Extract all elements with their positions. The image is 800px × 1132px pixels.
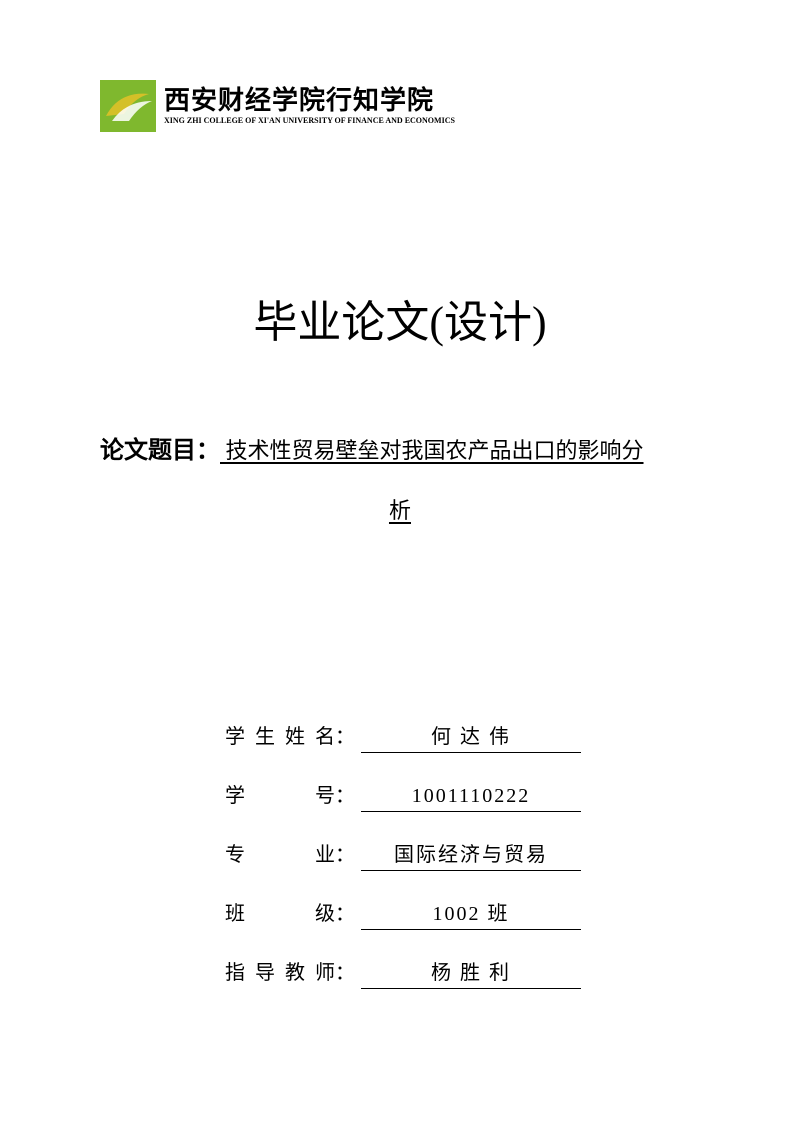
info-row-id: 学 号 ： 1001110222 (225, 779, 581, 812)
thesis-title-label: 论文题目： (100, 437, 220, 464)
thesis-title-line1: 论文题目： 技术性贸易壁垒对我国农产品出口的影响分 (100, 430, 700, 465)
info-value-name: 何 达 伟 (361, 720, 581, 753)
info-label-id: 学 号 (225, 779, 335, 808)
logo-text-block: 西安财经学院行知学院 XING ZHI COLLEGE OF XI'AN UNI… (164, 88, 455, 125)
info-colon: ： (335, 720, 355, 749)
info-label-name: 学生姓名 (225, 720, 335, 749)
info-colon: ： (335, 956, 355, 985)
info-value-advisor: 杨 胜 利 (361, 956, 581, 989)
thesis-title-section: 论文题目： 技术性贸易壁垒对我国农产品出口的影响分 析 (100, 430, 700, 525)
college-logo: 西安财经学院行知学院 XING ZHI COLLEGE OF XI'AN UNI… (100, 80, 455, 132)
info-row-major: 专 业 ： 国际经济与贸易 (225, 838, 581, 871)
info-label-class: 班 级 (225, 897, 335, 926)
info-value-major: 国际经济与贸易 (361, 838, 581, 871)
thesis-title-text-1: 技术性贸易壁垒对我国农产品出口的影响分 (220, 438, 644, 463)
student-info-section: 学生姓名 ： 何 达 伟 学 号 ： 1001110222 专 业 ： 国际经济… (225, 720, 581, 1015)
logo-mark (100, 80, 156, 132)
info-row-advisor: 指导教师 ： 杨 胜 利 (225, 956, 581, 989)
info-value-id: 1001110222 (361, 785, 581, 812)
college-name-english: XING ZHI COLLEGE OF XI'AN UNIVERSITY OF … (164, 116, 455, 125)
info-label-advisor: 指导教师 (225, 956, 335, 985)
college-name-chinese: 西安财经学院行知学院 (164, 88, 455, 114)
info-row-class: 班 级 ： 1002 班 (225, 897, 581, 930)
logo-swoosh-icon (104, 86, 154, 124)
info-colon: ： (335, 838, 355, 867)
info-colon: ： (335, 897, 355, 926)
info-value-class: 1002 班 (361, 897, 581, 930)
info-colon: ： (335, 779, 355, 808)
thesis-title-line2: 析 (100, 493, 700, 525)
document-main-title: 毕业论文(设计) (0, 286, 800, 350)
info-label-major: 专 业 (225, 838, 335, 867)
thesis-title-text-2: 析 (389, 498, 411, 523)
info-row-name: 学生姓名 ： 何 达 伟 (225, 720, 581, 753)
